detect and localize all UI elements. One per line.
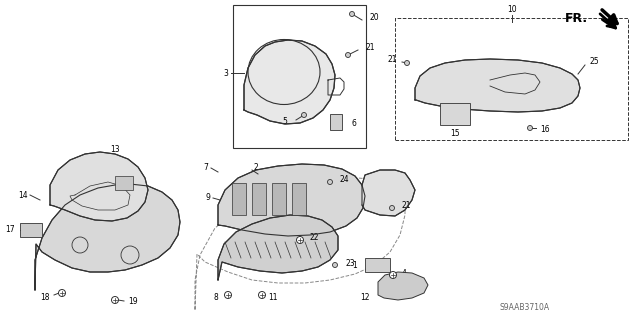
Text: 16: 16 bbox=[540, 125, 550, 135]
Text: 12: 12 bbox=[360, 293, 370, 302]
Circle shape bbox=[346, 53, 351, 57]
FancyBboxPatch shape bbox=[365, 258, 390, 272]
Text: 4: 4 bbox=[402, 269, 407, 278]
Text: 9: 9 bbox=[205, 194, 210, 203]
Text: 7: 7 bbox=[203, 164, 208, 173]
Circle shape bbox=[404, 61, 410, 65]
Text: 25: 25 bbox=[590, 57, 600, 66]
Polygon shape bbox=[50, 152, 148, 221]
FancyBboxPatch shape bbox=[232, 183, 246, 215]
Circle shape bbox=[111, 296, 118, 303]
Text: 13: 13 bbox=[110, 145, 120, 154]
Text: 21: 21 bbox=[387, 56, 397, 64]
FancyBboxPatch shape bbox=[440, 103, 470, 125]
FancyArrowPatch shape bbox=[602, 19, 613, 27]
Text: 3: 3 bbox=[223, 69, 228, 78]
Circle shape bbox=[349, 11, 355, 17]
Circle shape bbox=[390, 271, 397, 278]
Text: 1: 1 bbox=[352, 261, 357, 270]
Text: 20: 20 bbox=[370, 13, 380, 23]
Bar bbox=[395, 18, 628, 140]
Text: 10: 10 bbox=[507, 5, 517, 14]
Circle shape bbox=[328, 180, 333, 184]
Text: 18: 18 bbox=[40, 293, 50, 301]
Bar bbox=[233, 5, 366, 148]
Text: 21: 21 bbox=[402, 201, 412, 210]
Text: 2: 2 bbox=[254, 162, 259, 172]
Text: 22: 22 bbox=[310, 233, 319, 241]
Text: 21: 21 bbox=[365, 42, 374, 51]
Text: 15: 15 bbox=[450, 130, 460, 138]
Text: 14: 14 bbox=[19, 190, 28, 199]
Polygon shape bbox=[218, 164, 365, 236]
Polygon shape bbox=[362, 170, 415, 216]
Polygon shape bbox=[35, 184, 180, 290]
FancyBboxPatch shape bbox=[252, 183, 266, 215]
Circle shape bbox=[390, 205, 394, 211]
Circle shape bbox=[58, 290, 65, 296]
Text: 6: 6 bbox=[352, 118, 357, 128]
FancyBboxPatch shape bbox=[292, 183, 306, 215]
Circle shape bbox=[259, 292, 266, 299]
Polygon shape bbox=[415, 59, 580, 112]
Circle shape bbox=[296, 236, 303, 243]
FancyBboxPatch shape bbox=[115, 176, 133, 190]
Text: 17: 17 bbox=[5, 226, 15, 234]
Text: 8: 8 bbox=[213, 293, 218, 301]
Text: 11: 11 bbox=[268, 293, 278, 302]
FancyBboxPatch shape bbox=[272, 183, 286, 215]
Circle shape bbox=[225, 292, 232, 299]
Text: 24: 24 bbox=[340, 174, 349, 183]
Text: 23: 23 bbox=[345, 258, 355, 268]
Polygon shape bbox=[218, 215, 338, 280]
Text: S9AAB3710A: S9AAB3710A bbox=[500, 303, 550, 313]
Polygon shape bbox=[244, 40, 335, 124]
Text: 19: 19 bbox=[128, 298, 138, 307]
FancyBboxPatch shape bbox=[20, 223, 42, 237]
Text: FR.: FR. bbox=[565, 11, 588, 25]
Circle shape bbox=[527, 125, 532, 130]
Circle shape bbox=[333, 263, 337, 268]
Text: 5: 5 bbox=[282, 117, 287, 127]
Circle shape bbox=[301, 113, 307, 117]
Polygon shape bbox=[378, 272, 428, 300]
FancyBboxPatch shape bbox=[330, 114, 342, 130]
